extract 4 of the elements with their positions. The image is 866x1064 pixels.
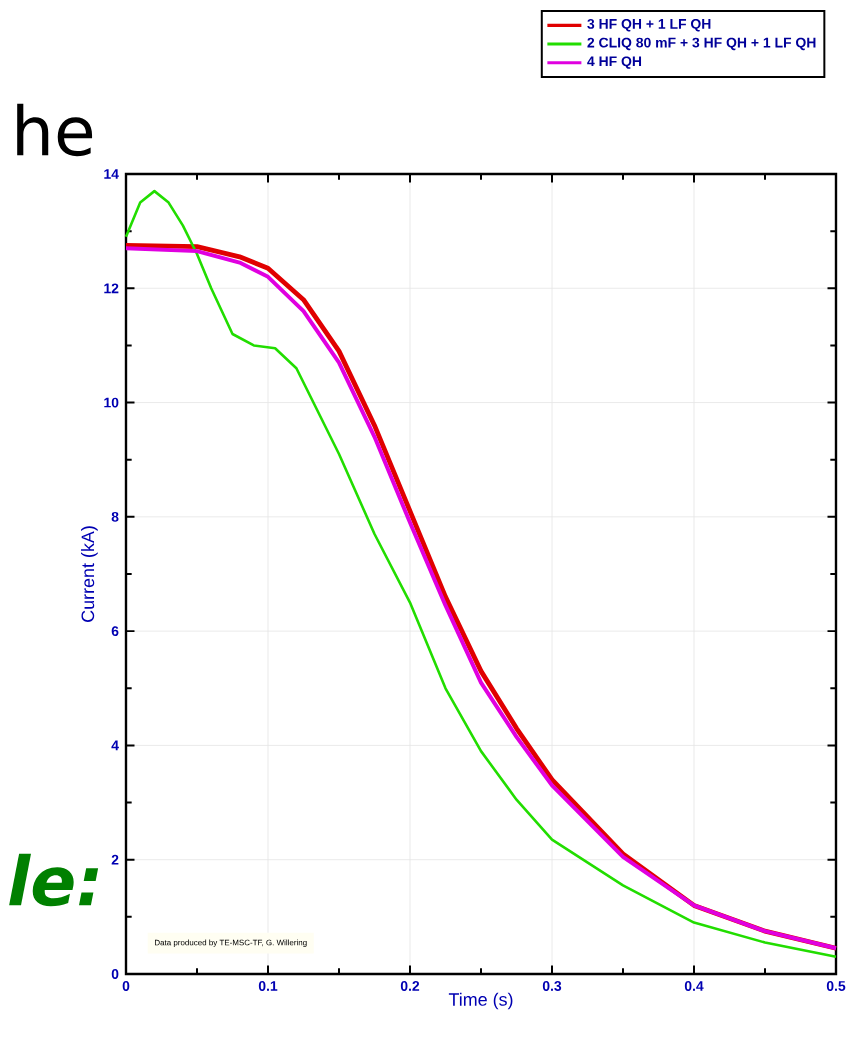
text: he — [17, 103, 93, 157]
y-axis-title: Current (kA) — [81, 526, 98, 622]
text: le: — [9, 853, 99, 907]
x-axis-title: Time (s) — [448, 992, 513, 1010]
